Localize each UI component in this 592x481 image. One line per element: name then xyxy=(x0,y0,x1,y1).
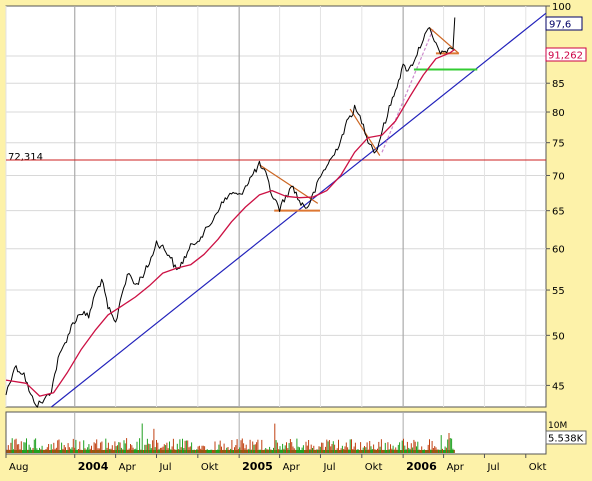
volume-bars xyxy=(6,423,455,453)
x-tick-label: 2004 xyxy=(78,460,109,473)
last-price-label: 97,6 xyxy=(549,20,571,31)
x-tick-label: Apr xyxy=(447,462,465,473)
reference-line-group: 72,314 xyxy=(6,152,546,163)
volume-last-label: 5.538K xyxy=(548,434,584,445)
series-price xyxy=(5,17,456,408)
series-group xyxy=(5,17,456,408)
x-tick-label: Apr xyxy=(283,462,301,473)
x-tick-label: Okt xyxy=(201,462,219,473)
y-tick-label: 45 xyxy=(552,381,565,392)
y-tick-label: 70 xyxy=(552,171,565,182)
x-tick-label: Aug xyxy=(9,462,29,473)
price-panel-background xyxy=(5,5,547,408)
x-tick-label: Jul xyxy=(158,462,171,473)
last-price-box xyxy=(545,16,583,31)
y-tick-label: 80 xyxy=(552,108,565,119)
x-tick-label: Okt xyxy=(529,462,547,473)
series-moving-average xyxy=(5,48,456,397)
y-tick-label: 75 xyxy=(552,139,565,150)
x-tick-label: 2005 xyxy=(242,460,273,473)
y-tick-label: 65 xyxy=(552,207,565,218)
x-tick-label: Jul xyxy=(322,462,335,473)
ma-last-box xyxy=(545,47,587,62)
volume-axis-tick-label: 10M xyxy=(548,421,567,431)
ma-last-label: 91,262 xyxy=(548,51,583,62)
y-tick-label: 55 xyxy=(552,286,565,297)
y-tick-label: 50 xyxy=(552,331,565,342)
x-axis: Aug 2004 Apr Jul Okt 2005 Apr Jul Okt 2006 Apr Jul O… xyxy=(5,454,547,473)
x-tick-label: Jul xyxy=(486,462,499,473)
price-grid xyxy=(5,6,546,407)
last-value-labels: 97,6 91,262 xyxy=(545,16,587,62)
x-tick-label: Apr xyxy=(119,462,137,473)
reference-line-label: 72,314 xyxy=(8,152,43,163)
y-tick-label: 60 xyxy=(552,245,565,256)
x-tick-label: 2006 xyxy=(406,460,437,473)
trendline-short-term-support xyxy=(381,27,435,153)
trendline-resistance xyxy=(429,27,460,54)
x-tick-label: Okt xyxy=(365,462,383,473)
volume-last-box xyxy=(545,430,587,445)
y-tick-label: 100 xyxy=(552,2,571,13)
y-tick-label: 85 xyxy=(552,79,565,90)
